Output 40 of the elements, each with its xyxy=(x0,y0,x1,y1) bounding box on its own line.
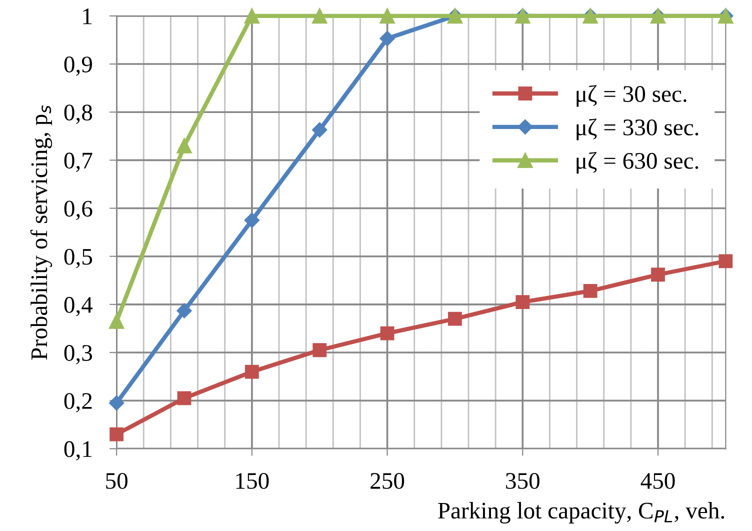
point xyxy=(108,314,124,329)
point xyxy=(244,364,259,379)
x-tick-label: 50 xyxy=(106,472,128,489)
point xyxy=(244,212,260,228)
y-tick-label: 0,4 xyxy=(64,296,93,316)
x-axis-title: Parking lot capacity, C$_{PL}$, veh. xyxy=(438,502,724,524)
y-tick-label: 0,2 xyxy=(64,393,92,412)
point xyxy=(110,427,124,442)
y-axis-title: Probability of servicing, p$_{s}$ xyxy=(30,105,52,360)
point xyxy=(516,295,530,309)
point xyxy=(244,8,260,24)
legend-label: μζ = 30 sec. xyxy=(576,85,686,107)
x-tick-label: 350 xyxy=(506,472,540,489)
y-tick-label: 0,7 xyxy=(64,152,92,172)
point xyxy=(380,30,395,46)
y-tick-label: 0,5 xyxy=(64,248,92,268)
point xyxy=(312,343,327,358)
x-tick-label: 450 xyxy=(640,472,675,489)
point xyxy=(651,268,665,282)
point xyxy=(380,326,394,340)
y-tick-label: 1 xyxy=(83,8,92,24)
point xyxy=(176,138,192,154)
x-tick-label: 250 xyxy=(370,472,404,489)
point xyxy=(177,391,192,406)
point xyxy=(448,312,462,326)
point xyxy=(108,395,124,411)
x-tick-label: 150 xyxy=(236,472,269,489)
point xyxy=(718,254,733,268)
y-tick-label: 0,6 xyxy=(64,200,92,220)
point xyxy=(312,122,328,138)
y-tick-label: 0,3 xyxy=(64,345,92,364)
point xyxy=(380,8,395,24)
point xyxy=(312,8,328,24)
y-tick-label: 0,9 xyxy=(64,56,92,76)
y-tick-label: 0,8 xyxy=(64,104,92,124)
legend-label: μζ = 330 sec. xyxy=(576,118,698,140)
point xyxy=(176,303,192,318)
point xyxy=(583,284,598,298)
y-tick-label: 0,1 xyxy=(64,441,92,461)
legend-label: μζ = 630 sec. xyxy=(576,152,698,174)
